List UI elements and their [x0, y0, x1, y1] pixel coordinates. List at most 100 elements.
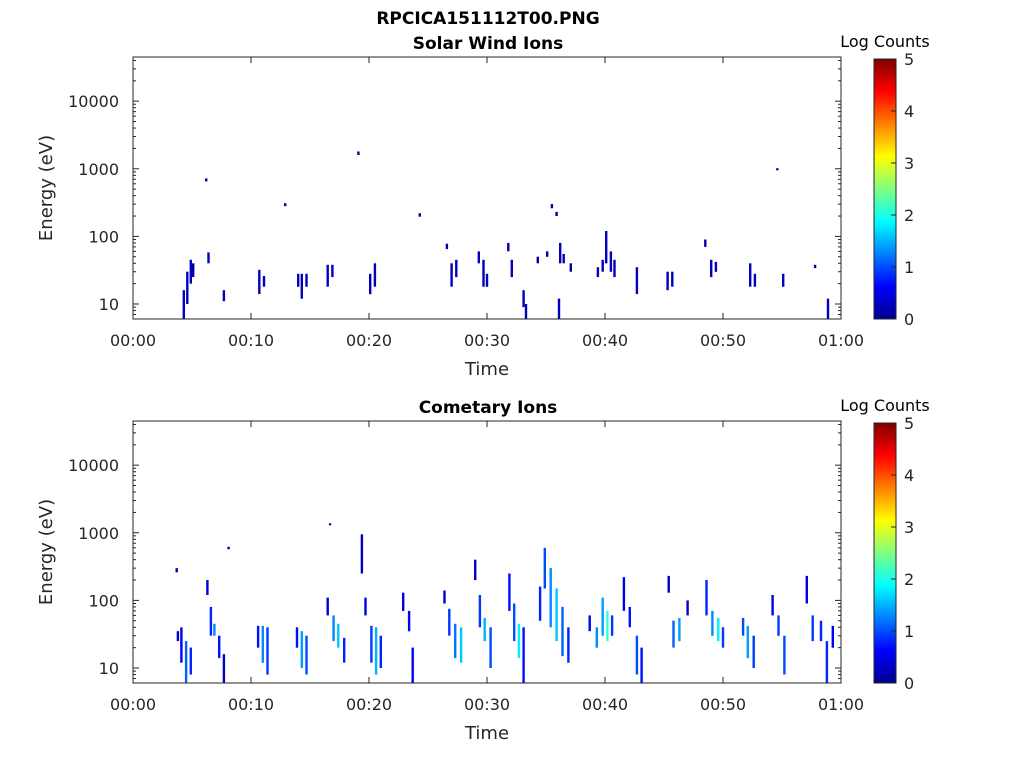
x-tick-label: 00:00 [110, 331, 156, 350]
heatmap-cell [206, 580, 209, 595]
heatmap-cell [300, 631, 303, 668]
x-tick-label: 00:20 [346, 331, 392, 350]
colorbar-tick-label: 2 [904, 570, 914, 589]
y-tick-label: 10 [99, 295, 119, 314]
heatmap-cell [536, 256, 539, 264]
heatmap-cell [176, 631, 180, 642]
heatmap-cell [783, 635, 786, 675]
heatmap-cell [337, 623, 340, 648]
heatmap-cell [305, 635, 308, 675]
heatmap-cell [635, 267, 639, 295]
x-tick-label: 00:40 [582, 331, 628, 350]
heatmap-cell [448, 608, 451, 636]
heatmap-cell [538, 586, 542, 621]
y-tick-label: 100 [88, 591, 119, 610]
heatmap-cell [374, 627, 378, 675]
heatmap-cell [459, 627, 463, 663]
heatmap-cell [635, 635, 639, 675]
heatmap-cell [507, 242, 510, 252]
heatmap-cell [184, 641, 188, 683]
heatmap-cell [222, 290, 226, 302]
heatmap-cell [721, 627, 725, 648]
heatmap-cell [300, 273, 303, 299]
heatmap-cell [189, 259, 192, 284]
heatmap-cell [588, 615, 591, 632]
colorbar-gradient [873, 58, 897, 320]
heatmap-cells [175, 523, 834, 683]
colorbar-tick-label: 0 [904, 310, 914, 329]
colorbar-tick-label: 0 [904, 674, 914, 693]
heatmap-cell [284, 203, 287, 207]
x-tick-label: 01:00 [818, 331, 864, 350]
heatmap-cell [605, 231, 608, 264]
heatmap-cell [343, 637, 346, 663]
x-axis-label: Time [464, 723, 509, 744]
x-tick-label: 00:30 [464, 695, 510, 714]
heatmap-cell [543, 547, 546, 589]
heatmap-cell [175, 568, 178, 573]
heatmap-cell [524, 304, 528, 319]
heatmap-cell [569, 263, 572, 272]
y-axis-label: Energy (eV) [36, 499, 57, 605]
x-axis-ticks: 00:00 00:10 00:20 00:30 00:40 00:50 01:00 [110, 421, 864, 714]
heatmap-cell [622, 577, 626, 611]
plot-frame [132, 56, 842, 320]
x-tick-label: 00:20 [346, 695, 392, 714]
heatmap-cell [776, 168, 779, 171]
heatmap-cell [379, 635, 382, 668]
panel-title: Cometary Ions [419, 398, 558, 418]
heatmap-cell [826, 298, 830, 319]
plot-area [133, 421, 841, 683]
heatmap-cell [482, 259, 485, 287]
heatmap-cell [813, 264, 817, 269]
heatmap-cell [332, 615, 335, 642]
heatmap-cell [454, 623, 457, 659]
heatmap-cell [805, 575, 808, 604]
colorbar: Log Counts 0 1 2 3 4 5 [840, 32, 930, 329]
heatmap-cell [609, 251, 613, 272]
heatmap-cell [186, 271, 189, 304]
colorbar-label: Log Counts [840, 396, 930, 415]
solar-wind-panel: Solar Wind Ions 00:00 00:10 00:20 00:30 00:4… [36, 32, 930, 380]
heatmap-cell [266, 627, 269, 675]
colorbar-ticks: 0 1 2 3 4 5 [891, 50, 914, 329]
heatmap-cell [256, 625, 260, 648]
heatmap-cell [559, 242, 562, 264]
heatmap-cell [522, 290, 525, 308]
colorbar: Log Counts 0 1 2 3 4 5 [840, 396, 930, 693]
heatmap-cell [192, 263, 195, 278]
heatmap-cell [455, 259, 458, 278]
heatmap-cell [222, 654, 226, 683]
heatmap-cell [752, 635, 755, 668]
heatmap-cells [182, 151, 830, 319]
heatmap-cell [180, 627, 183, 663]
colorbar-tick-label: 5 [904, 50, 914, 69]
y-axis-ticks: 10 100 1000 10000 [68, 423, 841, 684]
heatmap-cell [513, 603, 516, 642]
y-tick-label: 1000 [78, 524, 119, 543]
x-axis-label: Time [464, 359, 509, 380]
heatmap-cell [561, 606, 564, 657]
heatmap-cell [360, 534, 364, 574]
y-tick-label: 1000 [78, 160, 119, 179]
heatmap-cell [782, 273, 785, 287]
heatmap-cell [606, 610, 609, 642]
x-tick-label: 00:50 [700, 331, 746, 350]
x-tick-label: 00:00 [110, 695, 156, 714]
heatmap-cell [261, 625, 264, 663]
heatmap-cell [549, 568, 552, 628]
heatmap-cell [227, 546, 230, 550]
heatmap-cell [601, 259, 604, 272]
heatmap-cell [613, 259, 616, 278]
heatmap-cell [485, 273, 489, 287]
heatmap-cell [562, 253, 565, 264]
x-tick-label: 00:50 [700, 695, 746, 714]
heatmap-cell [328, 523, 332, 526]
heatmap-cell [678, 617, 681, 642]
heatmap-cell [450, 263, 453, 287]
heatmap-cell [666, 271, 669, 291]
heatmap-cell [443, 590, 446, 604]
heatmap-cell [717, 617, 720, 642]
heatmap-cell [489, 627, 492, 668]
